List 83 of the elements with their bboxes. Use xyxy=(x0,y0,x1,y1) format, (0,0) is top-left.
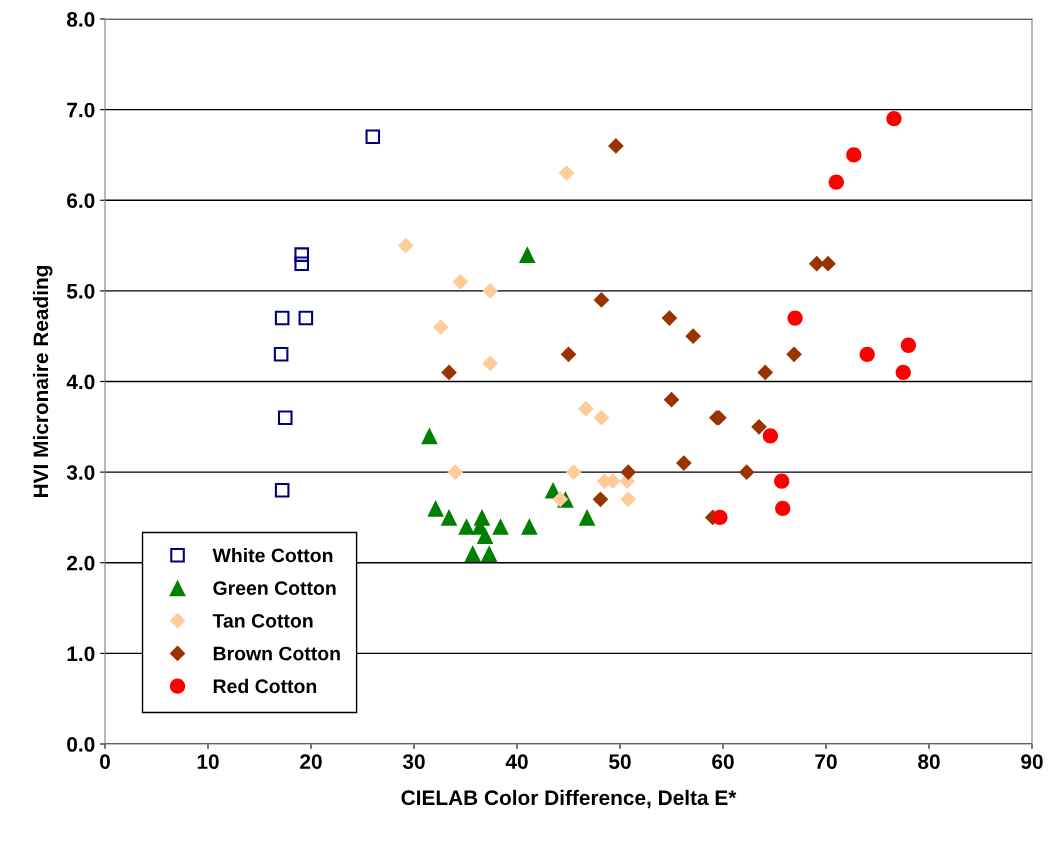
point xyxy=(578,400,594,417)
point xyxy=(787,310,803,326)
point xyxy=(427,500,444,517)
point xyxy=(775,500,791,517)
point xyxy=(476,527,494,544)
y-tick-label: 1.0 xyxy=(67,646,95,662)
point xyxy=(273,347,289,362)
x-tick-label: 80 xyxy=(918,754,940,770)
point xyxy=(560,346,577,363)
x-tick-label: 30 xyxy=(402,754,425,770)
legend-label: White Cotton xyxy=(212,548,333,563)
point xyxy=(432,319,449,335)
point xyxy=(751,418,767,435)
point xyxy=(441,364,457,381)
point xyxy=(518,246,536,263)
legend-label: Red Cotton xyxy=(213,678,317,694)
point xyxy=(521,518,538,535)
y-tick-label: 0.0 xyxy=(67,737,95,752)
point xyxy=(482,283,499,299)
x-tick-label: 50 xyxy=(609,754,631,770)
point xyxy=(886,111,902,127)
point xyxy=(685,328,701,345)
point xyxy=(464,545,482,563)
y-tick-label: 6.0 xyxy=(67,193,95,208)
point xyxy=(859,346,875,362)
point xyxy=(592,491,609,508)
point xyxy=(421,427,438,445)
point xyxy=(895,364,911,381)
point xyxy=(447,464,464,480)
point xyxy=(786,346,802,363)
point xyxy=(277,410,293,426)
point xyxy=(558,165,575,181)
point xyxy=(480,545,498,563)
point xyxy=(828,174,844,190)
x-tick-label: 40 xyxy=(505,754,528,770)
point xyxy=(661,310,678,326)
point xyxy=(774,473,790,489)
y-tick-label: 5.0 xyxy=(66,283,95,299)
point xyxy=(397,237,414,254)
point xyxy=(458,518,475,535)
y-tick-label: 4.0 xyxy=(66,374,95,390)
point xyxy=(492,518,509,535)
point xyxy=(274,482,290,498)
legend-label: Tan Cotton xyxy=(212,613,313,628)
x-tick-label: 10 xyxy=(197,754,219,770)
point xyxy=(712,509,728,526)
point xyxy=(294,247,310,262)
x-tick-label: 70 xyxy=(815,754,837,770)
point xyxy=(676,455,692,471)
point xyxy=(552,491,569,508)
point xyxy=(820,255,836,272)
y-tick-label: 2.0 xyxy=(67,555,95,571)
x-tick-label: 90 xyxy=(1021,754,1043,770)
point xyxy=(762,428,779,444)
point xyxy=(608,138,624,154)
y-axis-title: HVI Micronaire Reading xyxy=(32,265,53,498)
point xyxy=(578,509,596,526)
legend-label: Green Cotton xyxy=(213,581,336,595)
point xyxy=(738,464,755,480)
x-axis-title: CIELAB Color Difference, Delta E* xyxy=(401,789,737,809)
y-tick-label: 3.0 xyxy=(66,465,95,480)
y-tick-label: 7.0 xyxy=(67,102,95,118)
x-tick-label: 60 xyxy=(712,754,734,770)
point xyxy=(482,355,499,372)
point xyxy=(900,337,917,353)
point xyxy=(294,256,310,271)
point xyxy=(593,409,610,426)
point xyxy=(663,391,680,408)
point xyxy=(365,129,381,145)
y-tick-label: 8.0 xyxy=(66,12,95,27)
point xyxy=(298,310,314,326)
legend-label: Brown Cotton xyxy=(213,646,340,661)
point xyxy=(620,464,637,480)
point xyxy=(274,310,290,326)
point xyxy=(440,509,458,526)
point xyxy=(565,464,582,480)
point xyxy=(757,364,774,381)
x-tick-label: 20 xyxy=(300,754,322,770)
point xyxy=(452,273,469,290)
x-tick-label: 0 xyxy=(100,754,110,770)
point xyxy=(846,147,862,163)
point xyxy=(593,292,610,308)
point xyxy=(620,491,637,508)
